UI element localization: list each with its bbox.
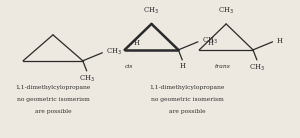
Text: 1,1-dimethylcylopropane: 1,1-dimethylcylopropane [150,85,225,90]
Text: CH$_3$: CH$_3$ [106,47,122,57]
Text: CH$_3$: CH$_3$ [249,62,266,73]
Text: H: H [276,37,282,45]
Text: are possible: are possible [169,109,206,114]
Text: CH$_3$: CH$_3$ [202,36,218,46]
Text: H: H [134,39,140,47]
Text: 1,1-dimethylcylopropane: 1,1-dimethylcylopropane [15,85,91,90]
Text: H: H [208,39,214,47]
Text: trans: trans [214,63,230,69]
Text: no geometric isomerism: no geometric isomerism [16,97,89,102]
Text: CH$_3$: CH$_3$ [143,6,160,16]
Text: are possible: are possible [34,109,71,114]
Text: H: H [180,62,186,70]
Text: CH$_3$: CH$_3$ [218,6,234,16]
Text: cis: cis [124,63,133,69]
Text: no geometric isomerism: no geometric isomerism [151,97,224,102]
Text: CH$_3$: CH$_3$ [79,73,95,83]
